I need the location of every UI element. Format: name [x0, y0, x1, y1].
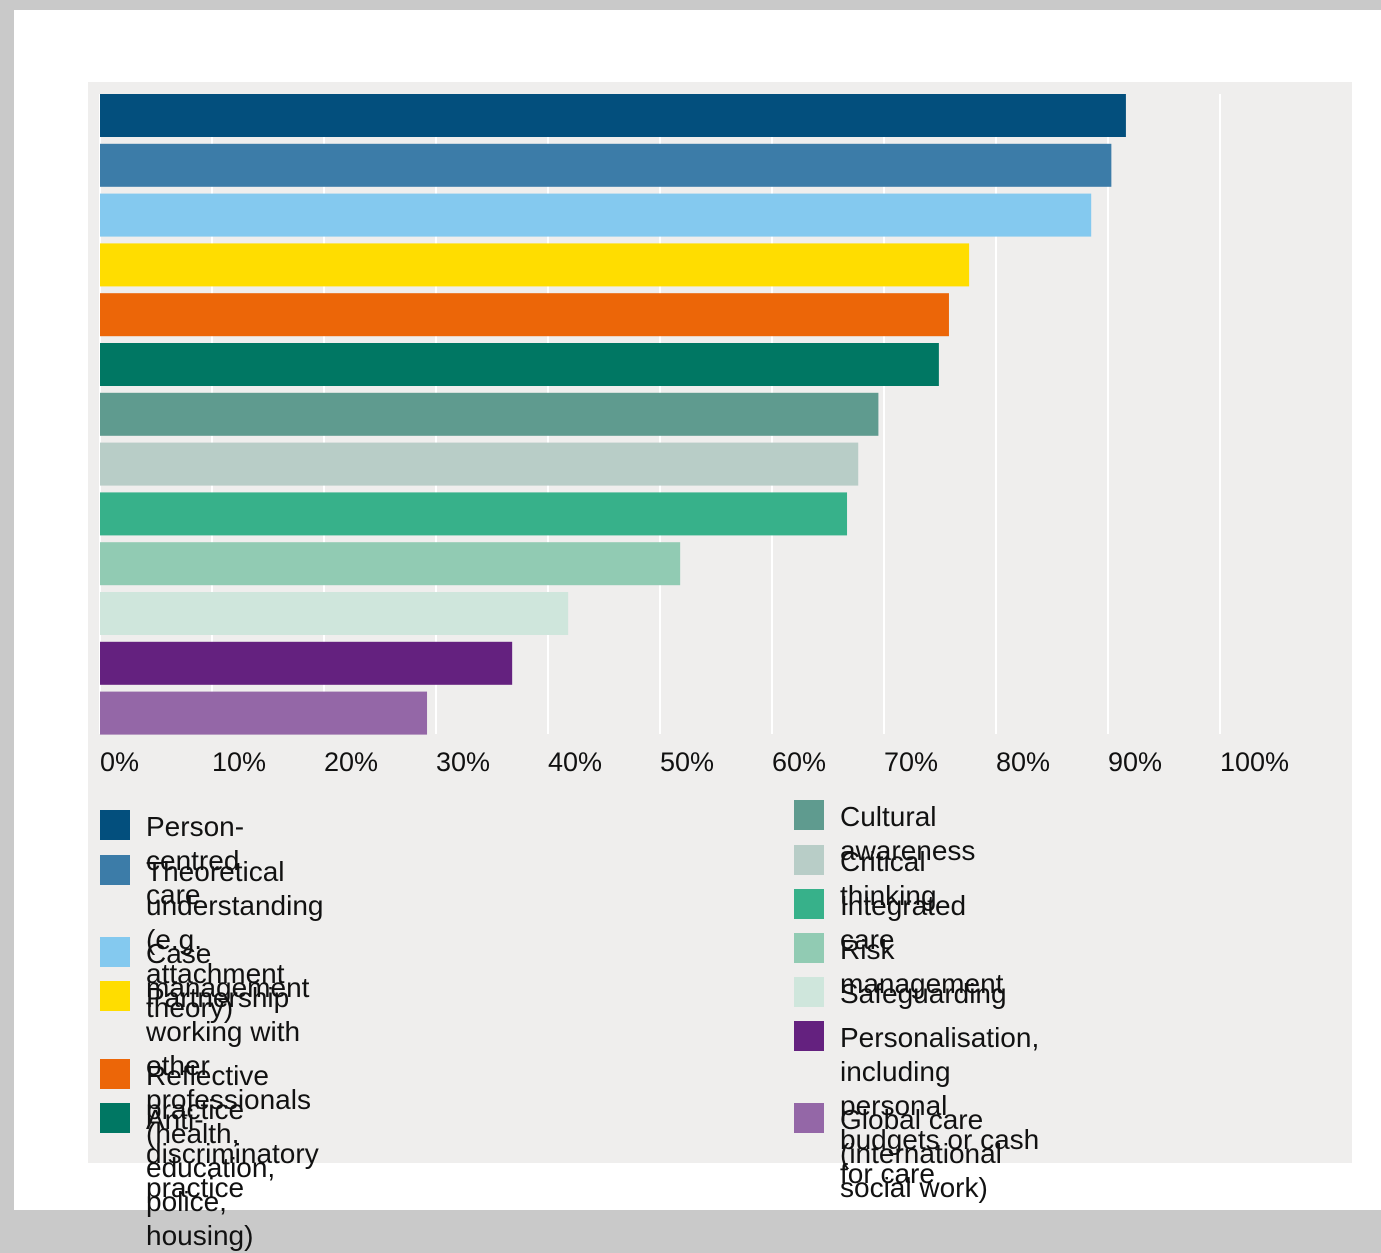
bar — [100, 143, 1112, 187]
legend-swatch — [794, 845, 824, 875]
legend-label: Person-centred care — [146, 811, 245, 910]
legend-label: Critical thinking — [840, 846, 937, 911]
x-tick-label: 90% — [1108, 747, 1162, 777]
legend-swatch — [100, 937, 130, 967]
legend-swatch — [100, 1059, 130, 1089]
legend-label: Personalisation, including personal budge… — [840, 1022, 1040, 1189]
legend-item: Theoretical understanding (e.g. attachmen… — [100, 855, 323, 1025]
legend-label: Safeguarding — [840, 978, 1007, 1009]
legend-item: Safeguarding — [794, 977, 1007, 1011]
legend-item: Person-centred care — [100, 810, 244, 912]
x-tick-label: 0% — [100, 747, 139, 777]
legend-item: Risk management — [794, 933, 1003, 1001]
x-tick-label: 30% — [436, 747, 490, 777]
bar — [100, 492, 848, 536]
legend-swatch — [794, 933, 824, 963]
legend-item: Case management — [100, 937, 309, 1005]
x-tick-label: 70% — [884, 747, 938, 777]
x-tick-label: 80% — [996, 747, 1050, 777]
legend-swatch — [100, 981, 130, 1011]
legend-item: Integrated care — [794, 889, 966, 957]
legend-item: Global care (international social work) — [794, 1103, 1002, 1205]
legend-swatch — [794, 1103, 824, 1133]
legend-label: Theoretical understanding (e.g. attachmen… — [146, 856, 324, 1023]
bar — [100, 691, 428, 735]
bar — [100, 392, 879, 436]
legend-swatch — [100, 810, 130, 840]
legend-item: Personalisation, including personal budge… — [794, 1021, 1039, 1191]
legend-item: Critical thinking — [794, 845, 937, 913]
legend-swatch — [100, 855, 130, 885]
chart-panel: 0% 10% 20% 30% 40% 50% 60% 70% 80% 90% 100% Person… — [88, 82, 1352, 1251]
x-tick-label: 60% — [772, 747, 826, 777]
bar — [100, 243, 970, 287]
legend-item: Reflective practice — [100, 1059, 269, 1127]
legend-label: Global care (international social work) — [840, 1104, 1002, 1203]
bar — [100, 641, 513, 685]
bar-chart: 0% 10% 20% 30% 40% 50% 60% 70% 80% 90% 100% — [99, 94, 1289, 777]
legend-swatch — [100, 1103, 130, 1133]
bar — [100, 592, 569, 635]
legend-label: Anti-discriminatory practice — [146, 1104, 319, 1203]
legend-label: Case management — [146, 938, 310, 1003]
bar — [100, 442, 859, 486]
x-tick-label: 40% — [548, 747, 602, 777]
legend-label: Risk management — [840, 934, 1004, 999]
legend-item: Anti-discriminatory practice — [100, 1103, 319, 1205]
legend-item: Cultural awareness — [794, 800, 975, 868]
page: 0% 10% 20% 30% 40% 50% 60% 70% 80% 90% 100% Person… — [14, 10, 1381, 1251]
legend-swatch — [794, 889, 824, 919]
legend-label: Reflective practice — [146, 1060, 269, 1125]
bar — [100, 542, 681, 586]
legend-label: Cultural awareness — [840, 801, 976, 866]
bar — [100, 193, 1092, 237]
legend-swatch — [794, 1021, 824, 1051]
legend-swatch — [794, 977, 824, 1007]
x-tick-label: 20% — [324, 747, 378, 777]
legend-swatch — [794, 800, 824, 830]
x-tick-label: 10% — [212, 747, 266, 777]
x-tick-label: 50% — [660, 747, 714, 777]
x-tick-label: 100% — [1220, 747, 1289, 777]
bar — [100, 293, 949, 337]
bar — [100, 343, 939, 386]
bar — [100, 94, 1126, 137]
legend-label: Integrated care — [840, 890, 967, 955]
